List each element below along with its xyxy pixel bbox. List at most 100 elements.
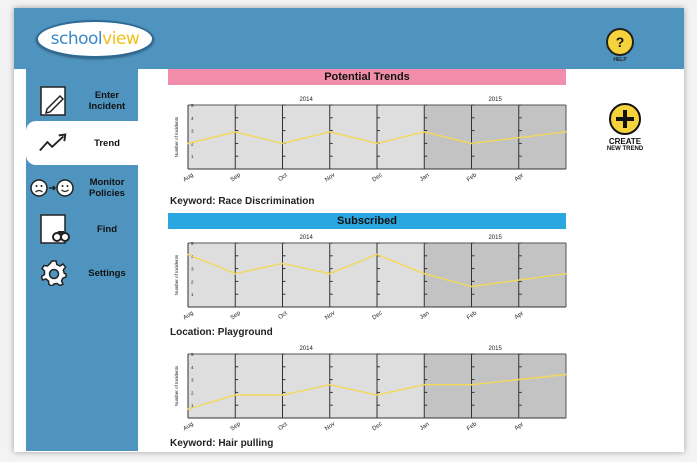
help-symbol: ? <box>615 34 625 50</box>
trend-point <box>234 272 237 275</box>
x-tick-label: Feb <box>466 172 478 183</box>
trend-point <box>470 285 473 288</box>
y-tick-label: 2 <box>191 279 194 284</box>
x-tick-label: Feb <box>466 310 478 321</box>
x-tick-label: Nov <box>324 421 336 432</box>
x-tick-label: Aug <box>182 310 194 321</box>
x-tick-label: Dec <box>371 172 383 183</box>
y-tick-label: 1 <box>191 403 194 408</box>
y-tick-label: 2 <box>191 141 194 146</box>
sidebar-item-enter-incident[interactable]: Enter Incident <box>26 79 138 123</box>
chart-background-2015 <box>424 243 566 307</box>
trend-point <box>328 131 331 133</box>
chart-background-2014 <box>188 354 425 418</box>
trend-point <box>328 272 331 275</box>
binoculars-document-icon <box>38 213 70 245</box>
sidebar-item-label: Trend <box>94 137 120 149</box>
y-tick-label: 5 <box>191 241 194 246</box>
help-label: HELP <box>613 57 627 63</box>
top-bar: school view ? HELP <box>14 8 684 69</box>
trend-keyword-label: Keyword: Race Discrimination <box>170 196 315 207</box>
help-button[interactable]: ? HELP <box>604 28 636 63</box>
trend-line <box>187 253 567 288</box>
trend-chart-hair-pulling[interactable]: 2014 2015 5 4 3 2 1 Number of Incidents Aug Sep Oc… <box>168 342 568 436</box>
x-tick-label: Sep <box>230 310 243 321</box>
y-tick-label: 3 <box>191 267 194 272</box>
x-tick-label: Apr <box>514 311 525 321</box>
trend-content: Potential Trends 2014 2015 5 4 3 2 1 Number of … <box>138 69 684 451</box>
y-axis-label: Number of Incidents <box>174 254 179 295</box>
x-tick-label: Nov <box>324 172 336 183</box>
sidebar-item-monitor-policies[interactable]: Monitor Policies <box>26 166 138 210</box>
sidebar-item-settings[interactable]: Settings <box>26 251 138 295</box>
x-tick-label: Dec <box>371 421 383 432</box>
y-tick-label: 5 <box>191 352 194 357</box>
create-new-trend-button[interactable]: CREATE NEW TREND <box>594 103 656 153</box>
help-icon[interactable]: ? <box>606 28 634 56</box>
x-tick-label: Nov <box>324 310 336 321</box>
y-tick-label: 4 <box>191 116 194 121</box>
trend-location-label: Location: Playground <box>170 327 273 338</box>
plus-icon[interactable] <box>609 103 641 135</box>
chart-year-label: 2014 <box>299 346 313 352</box>
trend-point <box>328 383 331 386</box>
x-tick-label: Apr <box>514 173 525 183</box>
x-tick-label: Sep <box>230 421 243 432</box>
y-tick-label: 1 <box>191 154 194 159</box>
chart-year-label: 2015 <box>488 346 502 352</box>
sad-to-happy-face-icon <box>30 172 74 204</box>
trend-point <box>234 394 237 396</box>
trend-point <box>187 253 189 256</box>
y-tick-label: 1 <box>191 292 194 297</box>
trend-line <box>187 373 567 410</box>
x-tick-label: Aug <box>182 172 194 183</box>
trend-point <box>423 272 426 275</box>
x-tick-label: Feb <box>466 421 478 432</box>
trend-point <box>376 394 378 396</box>
x-tick-label: Aug <box>182 421 194 432</box>
app-window: school view ? HELP Enter Incident Trend M… <box>14 8 684 452</box>
trend-chart-race-discrimination[interactable]: 2014 2015 5 4 3 2 1 Number of Incidents Aug Sep Oc… <box>168 93 568 187</box>
logo-text-school: school <box>50 29 103 49</box>
x-tick-label: Jan <box>419 422 430 432</box>
trend-point <box>187 142 189 145</box>
chart-background-2014 <box>188 243 425 307</box>
potential-trends-header: Potential Trends <box>168 69 566 85</box>
y-tick-label: 2 <box>191 390 194 395</box>
sidebar-item-label: Enter Incident <box>88 90 126 112</box>
trend-point <box>187 408 189 410</box>
x-tick-label: Jan <box>419 311 430 321</box>
subscribed-header: Subscribed <box>168 213 566 229</box>
trend-point <box>565 272 567 275</box>
sidebar-item-label: Settings <box>88 267 126 279</box>
x-tick-label: Oct <box>278 421 289 431</box>
chart-year-label: 2014 <box>299 97 313 103</box>
x-tick-label: Sep <box>230 172 243 183</box>
chart-year-label: 2015 <box>488 235 502 241</box>
trend-point <box>565 373 567 376</box>
trend-point <box>376 253 378 256</box>
sidebar-item-find[interactable]: Find <box>26 207 138 251</box>
trend-point <box>281 262 284 265</box>
trend-point <box>234 131 237 133</box>
chart-background-2015 <box>424 354 566 418</box>
sidebar-item-label: Find <box>96 223 118 235</box>
y-tick-label: 3 <box>191 378 194 383</box>
trend-point <box>423 383 426 386</box>
trend-line <box>187 131 567 145</box>
y-axis-label: Number of Incidents <box>174 365 179 406</box>
schoolview-logo[interactable]: school view <box>36 20 154 58</box>
chart-year-label: 2015 <box>488 97 502 103</box>
trend-point <box>470 383 473 386</box>
x-tick-label: Apr <box>514 422 525 432</box>
chart-year-label: 2014 <box>299 235 313 241</box>
sidebar: Enter Incident Trend Monitor Policies Fi… <box>26 69 140 451</box>
create-label: CREATE <box>608 137 642 146</box>
trend-point <box>423 131 426 133</box>
sidebar-item-trend[interactable]: Trend <box>26 121 140 165</box>
x-tick-label: Oct <box>278 172 289 182</box>
y-tick-label: 3 <box>191 129 194 134</box>
trend-keyword-label: Keyword: Hair pulling <box>170 438 274 449</box>
trend-point <box>281 142 284 145</box>
